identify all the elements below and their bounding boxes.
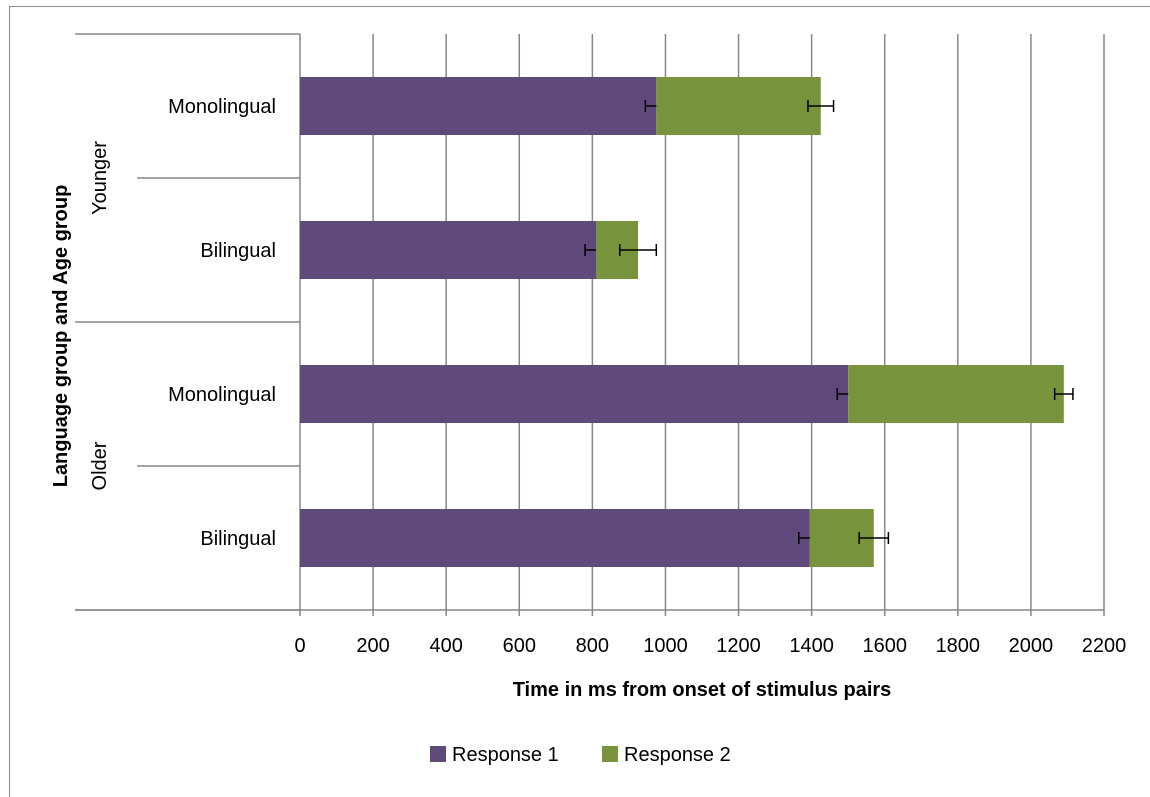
bar-response-2 — [848, 365, 1064, 423]
x-tick-label: 1800 — [936, 635, 981, 657]
bar-response-2 — [656, 77, 821, 135]
legend-swatch — [602, 746, 618, 762]
x-tick-label: 2000 — [1009, 635, 1054, 657]
legend-label: Response 2 — [624, 744, 731, 766]
category-label: Bilingual — [200, 528, 276, 550]
group-label: Younger — [89, 141, 111, 215]
x-tick-label: 0 — [294, 635, 305, 657]
x-tick-label: 1200 — [716, 635, 761, 657]
x-tick-label: 1400 — [789, 635, 834, 657]
x-tick-label: 1000 — [643, 635, 688, 657]
category-label: Monolingual — [168, 384, 276, 406]
legend-label: Response 1 — [452, 744, 559, 766]
x-tick-label: 800 — [576, 635, 609, 657]
bar-response-1 — [300, 509, 810, 567]
x-tick-label: 1600 — [862, 635, 907, 657]
group-label: Older — [89, 441, 111, 490]
y-axis-title: Language group and Age group — [50, 185, 72, 488]
bar-response-1 — [300, 77, 657, 135]
bar-response-1 — [300, 365, 849, 423]
x-tick-label: 200 — [356, 635, 389, 657]
bar-response-1 — [300, 221, 597, 279]
chart-frame — [9, 6, 1150, 797]
x-tick-label: 2200 — [1082, 635, 1127, 657]
category-label: Monolingual — [168, 96, 276, 118]
x-axis-title: Time in ms from onset of stimulus pairs — [513, 679, 892, 701]
x-tick-label: 600 — [503, 635, 536, 657]
legend-swatch — [430, 746, 446, 762]
category-label: Bilingual — [200, 240, 276, 262]
x-tick-label: 400 — [429, 635, 462, 657]
